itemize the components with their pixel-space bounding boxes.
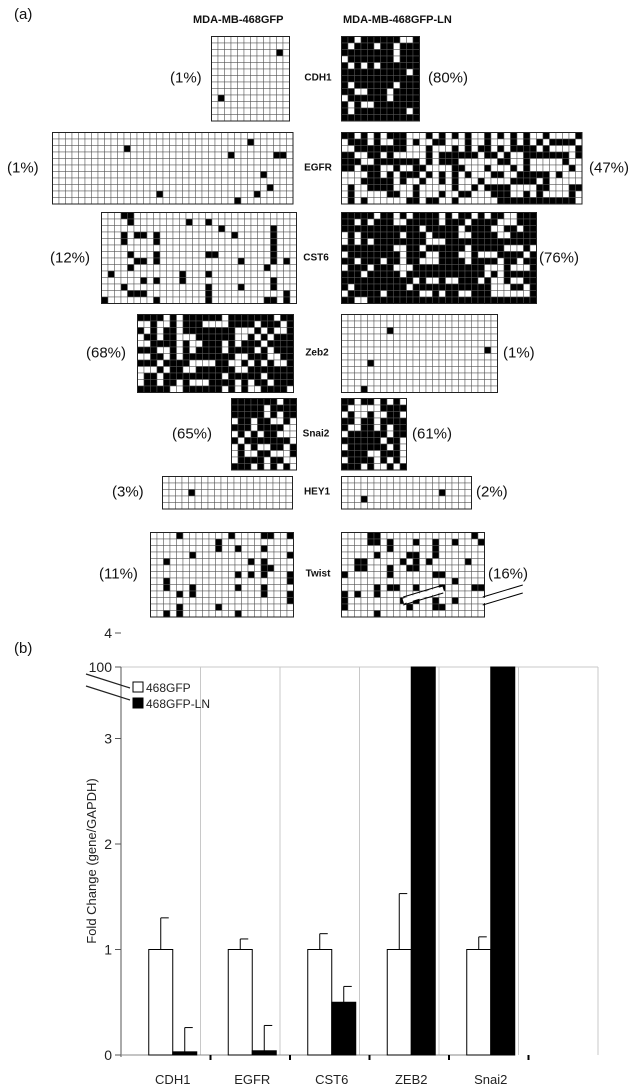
twist-gene-label: Twist [305,568,331,580]
zeb2-gene-label: Zeb2 [305,347,329,359]
x-tick-label-snai2: Snai2 [474,1072,507,1087]
x-tick-label-cdh1: CDH1 [155,1072,190,1087]
snai2-right-grid [341,398,407,471]
cst6-left-grid [101,212,297,304]
legend-swatch-468gfp-ln [132,697,144,709]
snai2-left-percent: (65%) [172,425,213,443]
snai2-right-percent: (61%) [412,425,453,443]
hey1-right-grid [341,476,472,510]
cst6-right-grid [341,212,537,304]
snai2-left-grid [231,398,297,471]
cdh1-left-percent: (1%) [170,69,202,87]
hey1-left-percent: (3%) [112,483,144,501]
hey1-left-grid [162,476,293,510]
twist-left-grid [150,532,294,618]
cdh1-left-grid [211,36,290,122]
bar-468gfp-cdh1 [148,949,174,1056]
twist-left-percent: (11%) [99,565,138,583]
y-tick-label: 4 [104,625,112,641]
snai2-gene-label: Snai2 [302,428,330,440]
twist-right-percent: (16%) [488,565,529,583]
cdh1-right-grid [341,36,420,122]
bar-break-mark [403,592,444,606]
egfr-gene-label: EGFR [304,162,332,174]
cdh1-right-percent: (80%) [428,69,469,87]
panel-a-label: (a) [14,6,33,23]
panel-b-label: (b) [14,640,33,657]
bar-468gfp-ln-cdh1 [172,1051,198,1056]
right-column-header: MDA-MB-468GFP-LN [343,14,452,26]
egfr-left-percent: (1%) [7,159,39,177]
egfr-left-grid [52,132,294,205]
y-tick-label: 0 [104,1047,112,1063]
bar-468gfp-ln-zeb2 [410,666,436,1056]
axis-break-mark [85,685,131,701]
egfr-right-grid [341,132,583,205]
bar-break-mark [482,592,523,606]
zeb2-right-grid [341,314,498,393]
cdh1-gene-label: CDH1 [304,72,332,84]
bar-468gfp-zeb2 [386,949,412,1056]
legend-label-468gfp-ln: 468GFP-LN [146,697,210,711]
zeb2-left-percent: (68%) [86,344,127,362]
twist-right-grid [341,532,485,618]
hey1-gene-label: HEY1 [303,486,331,498]
y-tick-label: 1 [104,942,112,958]
bar-break-mark [403,584,444,598]
legend-swatch-468gfp [132,681,144,693]
bar-468gfp-egfr [227,949,253,1056]
bar-468gfp-ln-snai2 [490,666,516,1056]
zeb2-left-grid [137,314,294,393]
legend-label-468gfp: 468GFP [146,681,191,695]
bar-468gfp-snai2 [466,949,492,1056]
egfr-right-percent: (47%) [589,159,630,177]
y-axis-label: Fold Change (gene/GAPDH) [84,778,99,943]
cst6-gene-label: CST6 [303,252,329,263]
cst6-right-percent: (76%) [539,249,580,266]
hey1-right-percent: (2%) [476,483,508,501]
zeb2-right-percent: (1%) [503,344,535,362]
bar-468gfp-cst6 [307,949,333,1056]
axis-break-mark [85,673,131,689]
y-tick-label: 3 [104,731,112,747]
x-tick-label-cst6: CST6 [315,1072,348,1087]
y-tick-label: 2 [104,836,112,852]
x-tick-label-egfr: EGFR [234,1072,270,1087]
bar-break-gap [482,586,524,604]
bar-468gfp-ln-cst6 [331,1001,357,1056]
left-column-header: MDA-MB-468GFP [193,14,284,26]
y-tick-label: 100 [89,659,113,675]
bar-break-gap [402,586,444,604]
bar-break-mark [482,584,523,598]
bar-468gfp-ln-egfr [251,1050,277,1056]
cst6-left-percent: (12%) [50,249,91,266]
x-tick-label-zeb2: ZEB2 [395,1072,428,1087]
